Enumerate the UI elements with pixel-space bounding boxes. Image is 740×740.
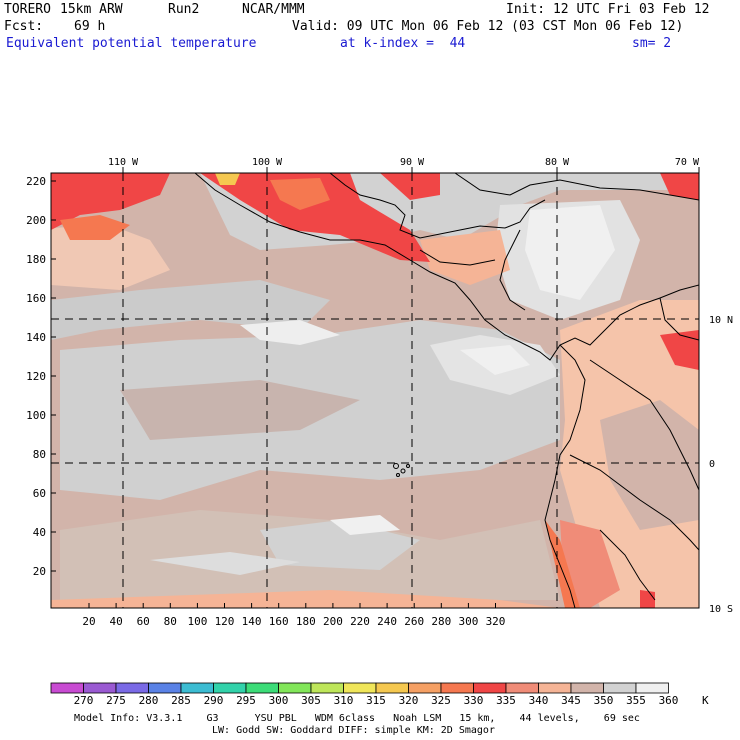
colorbar-tick-label: 355 — [626, 694, 646, 707]
x-tick-label: 160 — [269, 615, 289, 628]
model-resolution: 15km ARW — [60, 2, 123, 17]
colorbar-unit: K — [702, 694, 709, 707]
colorbar-tick-label: 350 — [594, 694, 614, 707]
colorbar-swatch — [115, 682, 149, 694]
lon-label-80w: 80 W — [545, 157, 570, 168]
x-tick-label: 260 — [404, 615, 424, 628]
colorbar-swatch — [505, 682, 539, 694]
physics-info: LW: Godd SW: Goddard DIFF: simple KM: 2D… — [212, 725, 495, 736]
colorbar-tick-label: 290 — [204, 694, 224, 707]
x-tick-label: 240 — [377, 615, 397, 628]
forecast-label: Fcst: — [4, 19, 44, 34]
colorbar-tick-label: 330 — [464, 694, 484, 707]
colorbar-tick-label: 320 — [399, 694, 419, 707]
colorbar-swatch — [408, 682, 442, 694]
x-tick-label: 200 — [323, 615, 343, 628]
colorbar-swatch — [343, 682, 377, 694]
graticule — [51, 173, 699, 608]
colorbar-swatch — [570, 682, 604, 694]
y-tick-label: 220 — [26, 175, 46, 188]
left-axis: 220 200 180 160 140 120 100 80 60 40 20 — [26, 175, 56, 578]
model-name: TORERO — [4, 2, 51, 17]
colorbar-swatch — [310, 682, 344, 694]
y-tick-label: 80 — [33, 448, 46, 461]
colorbar-tick-label: 275 — [106, 694, 126, 707]
colorbar-tick-label: 325 — [431, 694, 451, 707]
colorbar-tick-label: 310 — [334, 694, 354, 707]
x-tick-label: 100 — [187, 615, 207, 628]
colorbar-swatch — [213, 682, 247, 694]
bottom-axis: 20 40 60 80 100 120 140 160 180 200 220 240 260 280 30… — [82, 603, 505, 628]
y-tick-label: 160 — [26, 292, 46, 305]
coastlines — [194, 173, 699, 608]
y-tick-label: 60 — [33, 487, 46, 500]
top-ticks — [122, 167, 700, 173]
organization: NCAR/MMM — [242, 2, 305, 17]
lon-label-70w: 70 W — [675, 157, 700, 168]
colorbar-tick-label: 335 — [496, 694, 516, 707]
colorbar-swatch — [148, 682, 182, 694]
x-tick-label: 40 — [109, 615, 122, 628]
colorbar-swatch — [83, 682, 117, 694]
x-tick-label: 220 — [350, 615, 370, 628]
colorbar-tick-label: 270 — [74, 694, 94, 707]
colorbar-swatch — [180, 682, 214, 694]
colorbar-boxes — [50, 682, 669, 694]
equivalent-potential-temperature-map: 110 W 100 W 90 W 80 W 70 W 2202001801601… — [26, 157, 733, 628]
map-frame — [50, 172, 700, 609]
x-tick-label: 20 — [82, 615, 95, 628]
lat-label-10n: 10 N — [709, 315, 733, 326]
forecast-hour: 69 h — [74, 19, 106, 34]
y-tick-label: 40 — [33, 526, 46, 539]
field-shading — [51, 173, 699, 608]
init-time: Init: 12 UTC Fri 03 Feb 12 — [506, 2, 710, 17]
colorbar-labels: 270 275 280 285 290 295 300 305 310 315 320 325 330 3… — [74, 694, 679, 707]
x-tick-label: 120 — [215, 615, 235, 628]
x-tick-label: 60 — [137, 615, 150, 628]
colorbar-swatch — [473, 682, 507, 694]
colorbar-tick-label: 300 — [269, 694, 289, 707]
colorbar-tick-label: 305 — [301, 694, 321, 707]
lat-label-10s: 10 S — [709, 604, 733, 615]
colorbar-tick-label: 295 — [236, 694, 256, 707]
colorbar-tick-label: 315 — [366, 694, 386, 707]
smoothing-value: sm= 2 — [632, 36, 672, 51]
valid-time: Valid: 09 UTC Mon 06 Feb 12 (03 CST Mon … — [292, 19, 684, 34]
y-tick-label: 20 — [33, 565, 46, 578]
model-info: Model Info: V3.3.1 G3 YSU PBL WDM 6class… — [74, 713, 640, 724]
x-tick-label: 280 — [431, 615, 451, 628]
colorbar-swatch — [635, 682, 669, 694]
y-tick-label: 100 — [26, 409, 46, 422]
colorbar-tick-label: 360 — [659, 694, 679, 707]
colorbar-tick-label: 340 — [529, 694, 549, 707]
y-tick-label: 180 — [26, 253, 46, 266]
colorbar-swatch — [245, 682, 279, 694]
colorbar-tick-label: 285 — [171, 694, 191, 707]
y-tick-label: 140 — [26, 331, 46, 344]
colorbar-tick-label: 345 — [561, 694, 581, 707]
lon-label-110w: 110 W — [108, 157, 139, 168]
x-tick-label: 180 — [296, 615, 316, 628]
y-tick-label: 200 — [26, 214, 46, 227]
colorbar-swatch — [603, 682, 637, 694]
colorbar-swatch — [278, 682, 312, 694]
y-tick-label: 120 — [26, 370, 46, 383]
level-index: at k-index = 44 — [340, 36, 466, 51]
colorbar-tick-label: 280 — [139, 694, 159, 707]
x-tick-label: 80 — [164, 615, 177, 628]
colorbar-swatch — [375, 682, 409, 694]
lon-label-100w: 100 W — [252, 157, 283, 168]
colorbar-swatch — [440, 682, 474, 694]
x-tick-label: 320 — [486, 615, 506, 628]
x-tick-label: 300 — [458, 615, 478, 628]
run-label: Run2 — [168, 2, 200, 17]
colorbar-swatch — [50, 682, 84, 694]
colorbar-swatch — [538, 682, 572, 694]
x-tick-label: 140 — [242, 615, 262, 628]
lon-label-90w: 90 W — [400, 157, 425, 168]
lat-label-0: 0 — [709, 459, 715, 470]
field-name: Equivalent potential temperature — [6, 36, 257, 51]
